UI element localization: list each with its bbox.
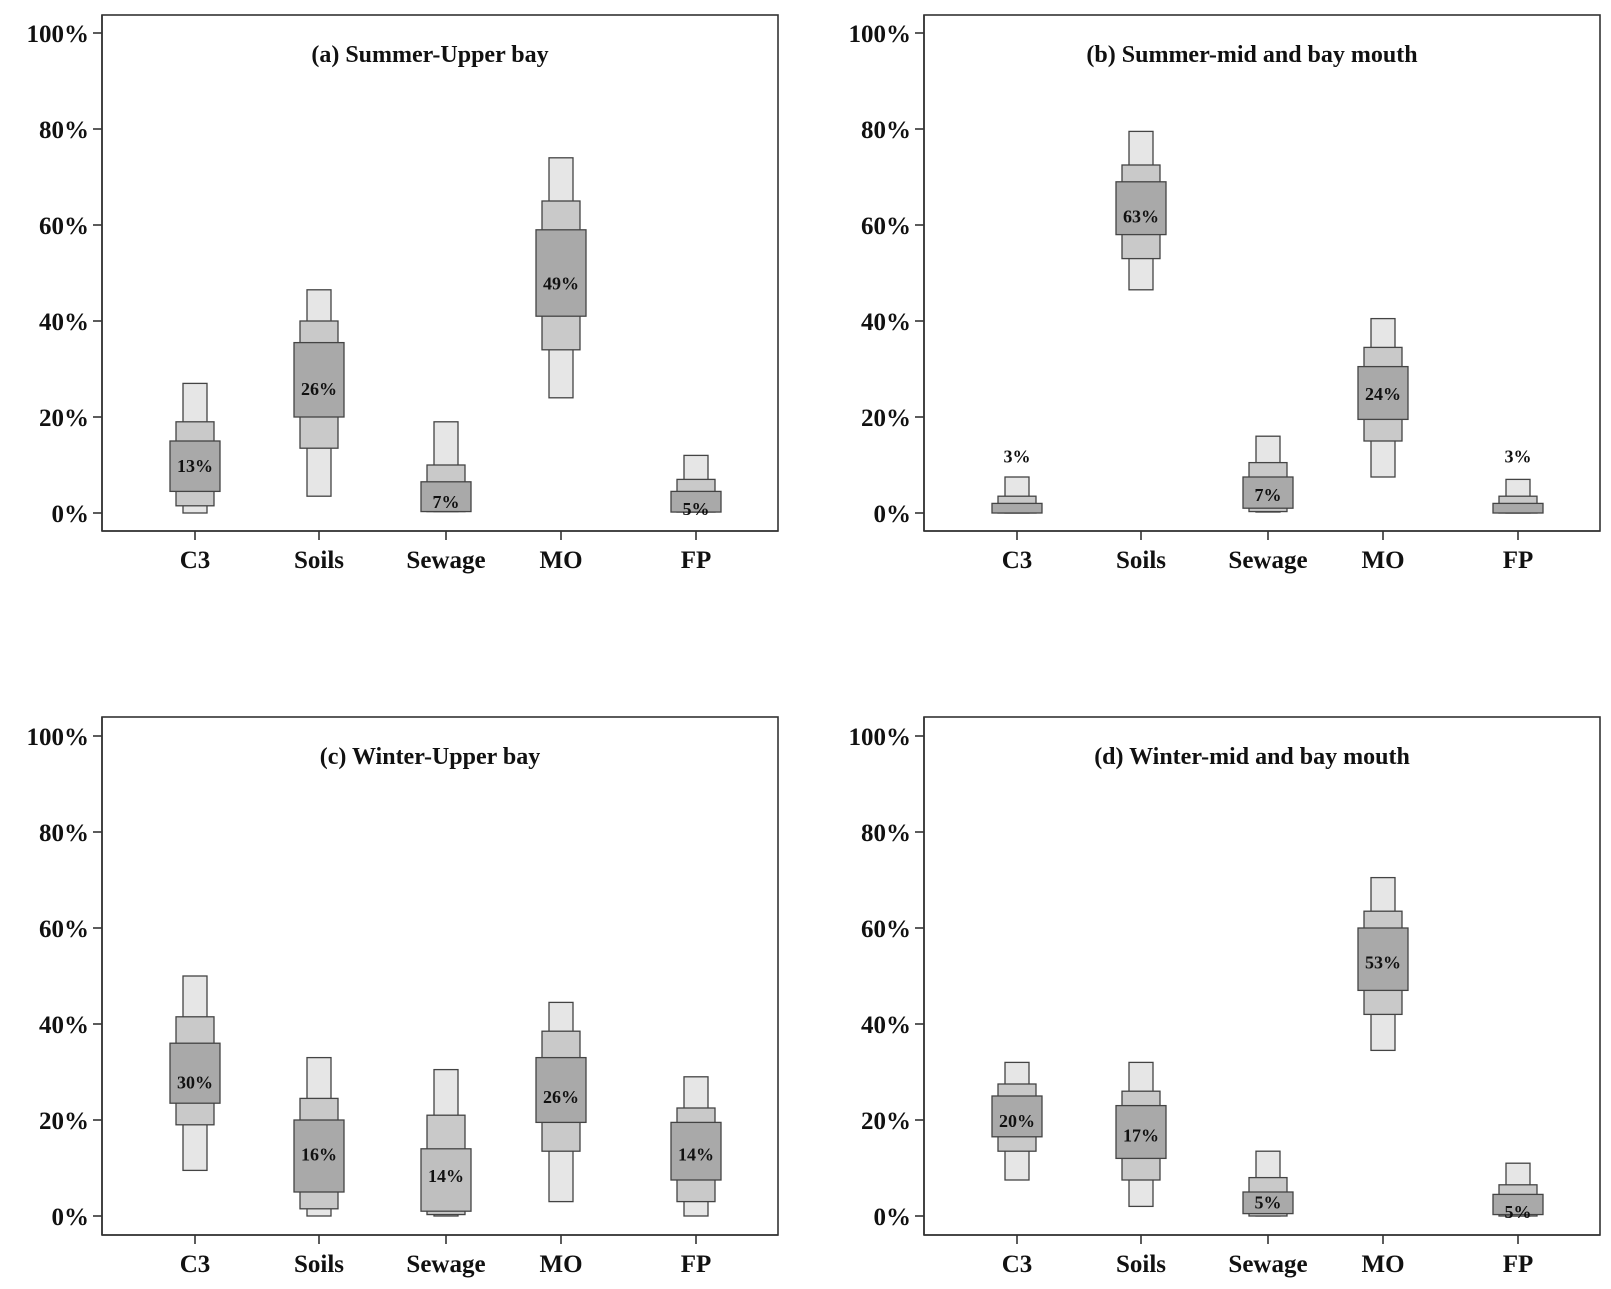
data-label-soils: 16% (301, 1145, 337, 1165)
y-tick-label: 40% (39, 1012, 89, 1039)
data-label-mo: 26% (543, 1087, 579, 1107)
box-ci50-soils (293, 1119, 345, 1193)
x-tick-label: FP (1503, 1251, 1534, 1278)
y-tick-label: 40% (861, 1012, 911, 1039)
x-tick-label: MO (1361, 547, 1404, 574)
y-tick-label: 20% (861, 405, 911, 432)
box-ci50-mo (1357, 927, 1409, 992)
x-tick-label: FP (1503, 547, 1534, 574)
y-tick-label: 40% (861, 309, 911, 336)
chart-panel-2: (b) Summer-mid and bay mouth 0% 20% 40% 60% 8… (849, 14, 1601, 574)
x-tick-label: C3 (1002, 1251, 1033, 1278)
data-label-mo: 49% (543, 274, 579, 294)
y-tick-label: 80% (39, 820, 89, 847)
y-tick-label: 100% (27, 21, 90, 48)
box-ci50-fp (670, 490, 722, 513)
data-label-sewage: 14% (428, 1166, 464, 1186)
box-ci50-sewage (1242, 1191, 1294, 1215)
box-ci50-mo (535, 1056, 587, 1124)
box-ci50-c3 (169, 440, 221, 493)
y-tick-label: 100% (849, 21, 912, 48)
chart-title: (b) Summer-mid and bay mouth (1086, 42, 1417, 68)
data-label-fp: 14% (678, 1145, 714, 1165)
y-tick-label: 80% (861, 820, 911, 847)
data-label-soils: 26% (301, 379, 337, 399)
x-tick-label: MO (539, 1251, 582, 1278)
box-ci50-soils (293, 341, 345, 418)
chart-panel-3: (c) Winter-Upper bay 0% 20% 40% 60% 80% 100% C3… (27, 716, 779, 1278)
data-label-c3: 30% (177, 1073, 213, 1093)
data-label-c3: 13% (177, 456, 213, 476)
y-tick-label: 0% (874, 501, 912, 528)
data-label-soils: 17% (1123, 1125, 1159, 1145)
box-ci50-fp (1492, 1193, 1544, 1216)
x-tick-label: Soils (1116, 1251, 1166, 1278)
chart-title: (d) Winter-mid and bay mouth (1094, 744, 1410, 770)
x-tick-label: MO (1361, 1251, 1404, 1278)
box-ci50-sewage (1242, 476, 1294, 509)
box-ci50-c3 (991, 502, 1043, 514)
chart-title: (a) Summer-Upper bay (311, 42, 548, 68)
x-tick-label: MO (539, 547, 582, 574)
box-ci50-mo (1357, 365, 1409, 421)
x-tick-label: C3 (180, 1251, 211, 1278)
y-tick-label: 20% (39, 405, 89, 432)
y-tick-label: 0% (874, 1204, 912, 1231)
x-tick-label: Sewage (406, 1251, 485, 1278)
chart-panel-4: (d) Winter-mid and bay mouth 0% 20% 40% 60% 8… (849, 716, 1601, 1278)
chart-title: (c) Winter-Upper bay (320, 744, 540, 770)
data-label-sewage: 5% (1255, 1193, 1282, 1213)
data-label-fp: 5% (1505, 1202, 1532, 1222)
data-label-mo: 24% (1365, 384, 1401, 404)
y-tick-label: 100% (27, 724, 90, 751)
y-tick-label: 60% (861, 213, 911, 240)
data-label-mo: 53% (1365, 953, 1401, 973)
x-tick-label: C3 (1002, 547, 1033, 574)
x-tick-label: FP (681, 547, 712, 574)
y-tick-label: 20% (861, 1108, 911, 1135)
y-tick-label: 0% (52, 501, 90, 528)
x-tick-label: Soils (1116, 547, 1166, 574)
data-label-soils: 63% (1123, 206, 1159, 226)
y-tick-label: 60% (861, 916, 911, 943)
box-ci50-soils (1115, 1104, 1167, 1160)
box-ci50-c3 (991, 1095, 1043, 1138)
data-label-fp: 3% (1505, 446, 1532, 466)
y-tick-label: 100% (849, 724, 912, 751)
box-ci50-c3 (169, 1042, 221, 1104)
data-label-sewage: 7% (1255, 485, 1282, 505)
y-tick-label: 80% (39, 117, 89, 144)
y-tick-label: 40% (39, 309, 89, 336)
x-tick-label: Sewage (1228, 1251, 1307, 1278)
box-ci50-soils (1115, 181, 1167, 236)
x-tick-label: Soils (294, 547, 344, 574)
box-ci50-fp (1492, 502, 1544, 514)
y-tick-label: 80% (861, 117, 911, 144)
x-tick-label: Sewage (406, 547, 485, 574)
x-tick-label: FP (681, 1251, 712, 1278)
data-label-fp: 5% (683, 499, 710, 519)
y-tick-label: 60% (39, 916, 89, 943)
x-tick-label: Soils (294, 1251, 344, 1278)
box-ci50-sewage (420, 1148, 472, 1212)
chart-panel-1: (a) Summer-Upper bay 0% 20% 40% 60% 80% 100% C3… (27, 14, 779, 574)
y-tick-label: 60% (39, 213, 89, 240)
y-tick-label: 20% (39, 1108, 89, 1135)
x-tick-label: C3 (180, 547, 211, 574)
box-ci50-sewage (420, 481, 472, 513)
data-label-c3: 3% (1004, 446, 1031, 466)
data-label-sewage: 7% (433, 492, 460, 512)
box-ci50-fp (670, 1121, 722, 1181)
data-label-c3: 20% (999, 1111, 1035, 1131)
box-ci50-mo (535, 229, 587, 317)
y-tick-label: 0% (52, 1204, 90, 1231)
x-tick-label: Sewage (1228, 547, 1307, 574)
